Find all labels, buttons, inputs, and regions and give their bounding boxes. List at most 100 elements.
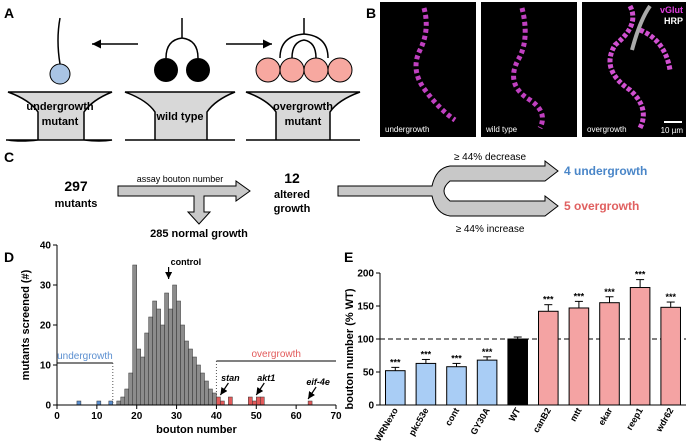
significance: *** [665,292,676,302]
label: 12 [284,170,300,186]
label: 4 undergrowth [564,164,647,178]
nmj [607,4,673,130]
flow-arrow [337,159,559,217]
annotation: eif-4e [306,377,330,387]
y-tick-label: 10 [40,361,52,372]
bouton [327,57,353,83]
bar [132,264,137,406]
x-tick-label: ekar [596,406,614,427]
y-tick-label: 0 [45,401,51,412]
panel-letter: D [4,249,14,265]
bar [307,400,313,406]
panel-letter: E [344,249,353,265]
significance: *** [635,270,646,280]
bar [599,302,620,406]
x-tick-label: reep1 [624,406,645,432]
bar [204,380,209,406]
significance: *** [574,291,585,301]
bar [144,332,149,406]
bar [260,396,265,406]
bar [446,366,467,406]
x-tick-label: 30 [171,411,183,422]
nmj [511,7,545,130]
region-label: undergrowth [57,351,113,362]
y-tick-label: 30 [40,281,52,292]
x-tick-label: 50 [251,411,263,422]
axon [57,17,61,65]
bar [629,287,651,406]
image-label: undergrowth [385,125,429,134]
annotation: stan [221,373,240,383]
bar [568,307,590,406]
panel-letter: C [4,149,14,165]
bar [507,338,528,406]
label: wild type [155,111,203,123]
y-tick-label: 20 [40,321,52,332]
bar [212,392,217,406]
annotation-arrow [307,386,317,400]
significance: *** [482,347,493,357]
label: overgrowth [273,101,333,113]
bar [415,362,437,406]
label: mutant [285,116,322,128]
image-label: wild type [485,125,518,134]
y-tick-label: 50 [363,368,375,379]
x-tick-label: 0 [54,411,60,422]
scale-label: 10 µm [661,126,684,135]
bar [385,370,406,406]
y-tick-label: 150 [357,302,374,313]
label: 5 overgrowth [564,199,639,213]
bar [184,340,189,406]
bar [120,396,126,406]
panel-a: A undergrowth mutant wild type overgrowt… [4,5,361,142]
x-tick-label: 40 [211,411,223,422]
bouton [154,58,178,82]
significance: *** [543,295,554,305]
bar [256,396,261,406]
panel-b: B undergrowth wild type overgrowth vGlut… [366,2,686,137]
label: undergrowth [26,101,93,113]
x-tick-label: canB2 [531,406,553,434]
x-tick-label: wdr62 [653,406,675,434]
bouton [303,57,329,83]
y-tick-label: 200 [357,269,374,280]
micrograph [481,2,577,137]
axon [165,18,199,59]
bar [208,388,213,406]
axon [279,18,329,59]
channel-label: HRP [664,16,683,26]
bar [108,400,114,406]
label: ≥ 44% increase [456,224,525,235]
bar [188,348,193,406]
panel-letter: A [4,5,14,21]
bouton [279,57,305,83]
bar [140,356,145,406]
bar [136,348,141,406]
x-tick-label: WRNexo [373,406,400,441]
nmj [413,7,457,123]
label: 285 normal growth [150,228,248,240]
x-tick-label: 70 [330,411,342,422]
bar [476,359,498,406]
x-tick-label: 10 [91,411,103,422]
panel-letter: B [366,5,376,21]
x-tick-label: 20 [131,411,143,422]
bar [192,356,197,406]
x-tick-label: WT [507,406,523,424]
bar [538,310,559,406]
significance: *** [451,353,462,363]
bar [128,372,133,406]
bar [152,300,157,406]
bar [164,292,169,406]
bar [148,316,153,406]
bar [96,400,102,406]
label: mutants [55,198,98,210]
x-tick-label: mtt [568,406,584,423]
label: ≥ 44% decrease [454,152,527,163]
x-tick-label: cont [443,406,461,427]
y-tick-label: 100 [357,335,374,346]
bar [252,400,257,406]
y-tick-label: 40 [40,241,52,252]
label: 297 [64,178,88,194]
bar [248,396,253,406]
